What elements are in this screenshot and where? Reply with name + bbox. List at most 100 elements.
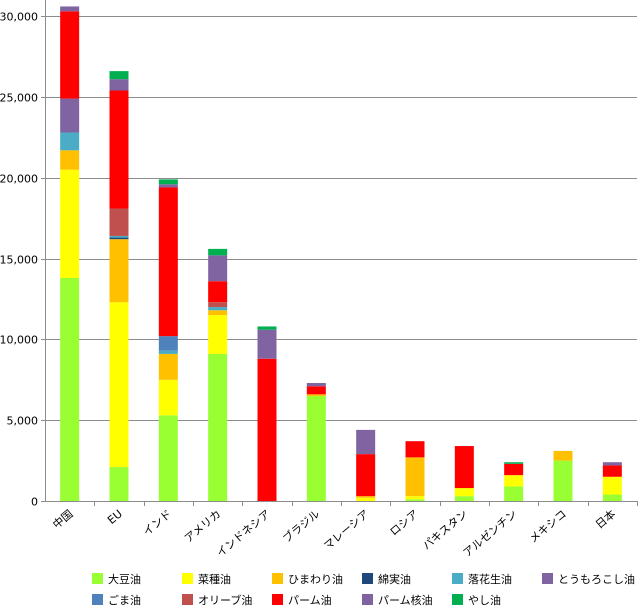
legend-item: ごま油 [92, 592, 141, 610]
bar-segment [158, 353, 178, 380]
x-tick-label: インドネシア [214, 507, 273, 559]
bar-segment [109, 71, 129, 80]
legend-item: とうもろこし油 [542, 571, 635, 589]
bar-segment [158, 179, 178, 185]
bar-segment [553, 450, 573, 461]
bar-segment [208, 281, 228, 303]
legend-swatch [542, 573, 553, 584]
bar-segment [454, 446, 474, 489]
legend-label: ごま油 [108, 594, 141, 607]
bar-segment [306, 386, 326, 395]
x-tick-label: メキシコ [527, 507, 569, 545]
bar-segment [356, 497, 376, 501]
bar-segment [109, 239, 129, 303]
legend: 大豆油 菜種油 ひまわり油 綿実油 落花生油 とうもろこし油 ごま油 オリーブ油 パーム油 パーム… [0, 568, 640, 608]
legend-swatch [182, 594, 193, 605]
bar-segment [208, 255, 228, 282]
x-tick-label: アルゼンチン [461, 507, 520, 559]
bar-segment [208, 315, 228, 354]
bar-segment [109, 237, 129, 240]
legend-label: 綿実油 [378, 573, 411, 586]
bar-segment [405, 499, 425, 501]
bar-segment [208, 248, 228, 256]
legend-item: 大豆油 [92, 571, 141, 589]
bar-segment [60, 150, 80, 170]
bar-segment [504, 462, 524, 464]
legend-label: 大豆油 [108, 573, 141, 586]
bar-segment [602, 462, 622, 466]
legend-swatch [272, 573, 283, 584]
y-tick-label: 25,000 [0, 92, 38, 105]
y-tick-label: 5,000 [7, 415, 39, 428]
x-tick-label: アメリカ [182, 507, 224, 545]
y-tick-label: 20,000 [0, 173, 38, 186]
bar-segment [158, 187, 178, 337]
legend-item: やし油 [452, 592, 501, 610]
bar-segment [257, 329, 277, 359]
legend-label: パーム油 [288, 594, 332, 607]
bar-segment [109, 79, 129, 91]
x-tick-label: ブラジル [280, 507, 323, 546]
y-tick-label: 10,000 [0, 334, 38, 347]
x-tick-label: インド [141, 507, 175, 538]
legend-swatch [362, 573, 373, 584]
bar-segment [109, 90, 129, 209]
legend-label: とうもろこし油 [558, 573, 635, 586]
x-tick-label: 中国 [50, 507, 75, 531]
legend-item: 落花生油 [452, 571, 512, 589]
bar-segment [257, 358, 277, 501]
bar-segment [405, 457, 425, 497]
legend-item: パーム核油 [362, 592, 433, 610]
bar-segment [60, 277, 80, 501]
x-tick-label: ロシア [387, 507, 421, 538]
legend-item: 綿実油 [362, 571, 411, 589]
legend-label: ひまわり油 [288, 573, 343, 586]
bar-segment [454, 496, 474, 501]
y-tick-label: 30,000 [0, 11, 38, 24]
bar-segment [109, 235, 129, 238]
bar-segment [454, 488, 474, 497]
bar-segment [60, 132, 80, 151]
bar-segment [257, 326, 277, 330]
bar-segment [356, 429, 376, 455]
bar-segment [602, 494, 622, 501]
bar-segment [60, 11, 80, 99]
bar-segment [504, 463, 524, 476]
legend-label: オリーブ油 [198, 594, 253, 607]
x-tick-label: EU [105, 507, 125, 527]
legend-item: ひまわり油 [272, 571, 343, 589]
legend-swatch [92, 573, 103, 584]
y-tick-label: 0 [31, 496, 38, 509]
y-tick-label: 15,000 [0, 254, 38, 267]
bar-segment [208, 353, 228, 501]
bar-segment [405, 496, 425, 500]
bar-segment [109, 467, 129, 501]
bar-segment [60, 6, 80, 12]
bar-segment [109, 208, 129, 236]
legend-swatch [362, 594, 373, 605]
legend-item: パーム油 [272, 592, 332, 610]
bar-segment [60, 169, 80, 278]
bar-segment [158, 350, 178, 354]
grid [45, 16, 637, 421]
legend-swatch [182, 573, 193, 584]
legend-item: オリーブ油 [182, 592, 252, 610]
bar-segment [208, 307, 228, 311]
legend-swatch [272, 594, 283, 605]
legend-label: やし油 [468, 594, 501, 607]
bar-segment [504, 475, 524, 487]
bar-segment [504, 486, 524, 501]
bar-segment [158, 379, 178, 416]
bar-segment [553, 460, 573, 501]
bar-segment [405, 441, 425, 458]
bar-segment [60, 98, 80, 133]
bar-segment [356, 496, 376, 498]
x-tick-label: 日本 [592, 507, 618, 532]
x-tick-label: マレーシア [321, 507, 371, 552]
bars [60, 6, 622, 501]
legend-swatch [452, 594, 463, 605]
bar-segment [306, 395, 326, 501]
bar-segment [306, 394, 326, 396]
legend-swatch [452, 573, 463, 584]
